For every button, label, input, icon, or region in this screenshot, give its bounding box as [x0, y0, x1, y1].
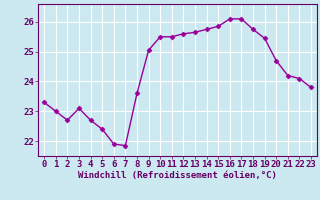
X-axis label: Windchill (Refroidissement éolien,°C): Windchill (Refroidissement éolien,°C)	[78, 171, 277, 180]
